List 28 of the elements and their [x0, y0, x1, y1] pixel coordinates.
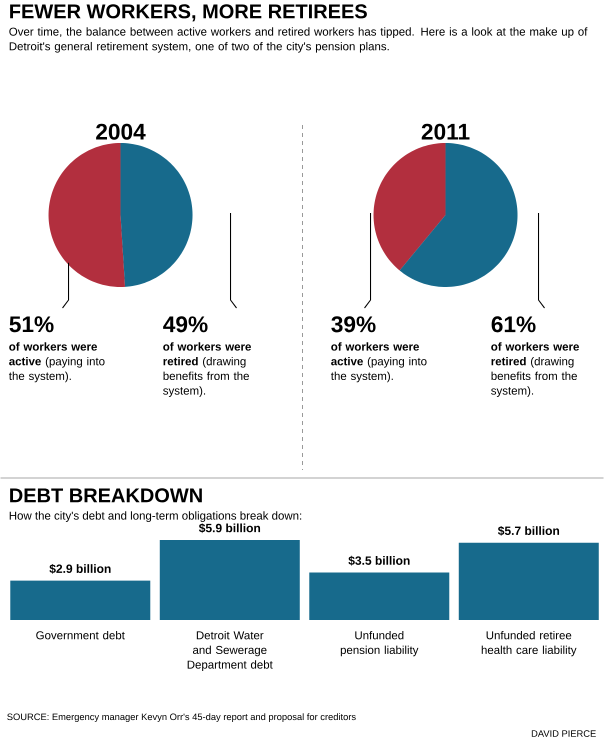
chart-title: 2011 — [422, 124, 470, 140]
chart-subtitle: How the city's debt and long-term obligations break down: — [10, 511, 302, 522]
source-note: SOURCE: Emergency manager Kevyn Orr's 45-day report and proposal for creditors — [7, 713, 356, 722]
data-label: $3.5 billion — [348, 556, 410, 566]
bar — [309, 572, 450, 620]
data-label: 49% — [163, 316, 208, 332]
data-label: $2.9 billion — [50, 564, 111, 574]
x-tick-label: Unfunded pension liability — [340, 630, 419, 656]
data-label: 51% — [10, 316, 54, 332]
data-label: 39% — [331, 316, 376, 332]
slice-label: of workers were retired (drawing benefits from the system). — [491, 342, 580, 397]
data-label: $5.9 billion — [199, 523, 260, 534]
x-tick-label: Government debt — [36, 630, 125, 640]
text: DAVID PIERCE — [532, 730, 596, 737]
chart-title: 2004 — [96, 124, 146, 140]
bar — [10, 580, 150, 620]
x-tick-label: Detroit Water and Sewerage Department debt — [188, 630, 273, 671]
slice-label: of workers were retired (drawing benefits from the system). — [163, 342, 252, 397]
data-label: $5.7 billion — [498, 526, 560, 536]
bar — [160, 540, 300, 620]
text: FEWER WORKERS, MORE RETIREES — [10, 4, 368, 22]
bar — [458, 542, 599, 620]
chart-title: DEBT BREAKDOWN — [10, 488, 202, 502]
text: Over time, the balance between active workers and retired workers has tipped. Here is a look at the make up of Detroit's general retirement system, one of two of the city's pension plans. — [9, 27, 588, 53]
slice-label: of workers were active (paying into the system). — [331, 342, 427, 382]
x-tick-label: Unfunded retiree health care liability — [482, 630, 577, 656]
slice-label: of workers were active (paying into the system). — [9, 342, 105, 382]
data-label: 61% — [492, 316, 536, 332]
